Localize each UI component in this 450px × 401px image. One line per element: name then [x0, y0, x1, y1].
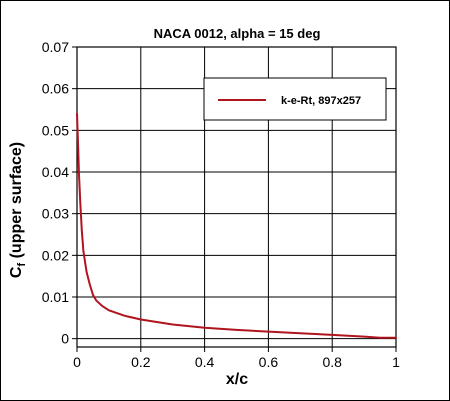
- x-tick-label: 0.6: [259, 354, 279, 370]
- y-axis-label: Cf (upper surface): [8, 142, 28, 278]
- tick-labels: 0 0.2 0.4 0.6 0.8 1 0 0.01 0.02 0.03 0.04 0.05 0.06 0…: [42, 39, 400, 370]
- y-tick-label: 0.04: [42, 164, 69, 180]
- x-tick-label: 0: [73, 354, 81, 370]
- ticks: [72, 46, 397, 352]
- y-axis-label-sub: f: [16, 263, 28, 267]
- x-tick-label: 0.8: [322, 354, 342, 370]
- y-tick-label: 0.06: [42, 81, 69, 97]
- legend-label: k-e-Rt, 897x257: [281, 95, 361, 107]
- y-tick-label: 0: [61, 331, 69, 347]
- plot-area: [76, 46, 397, 348]
- y-axis-label-rest: (upper surface): [8, 142, 25, 263]
- y-tick-label: 0.05: [42, 122, 69, 138]
- legend: k-e-Rt, 897x257: [203, 77, 387, 121]
- series-line: [76, 112, 397, 339]
- y-tick-label: 0.01: [42, 289, 69, 305]
- x-tick-label: 1: [392, 354, 400, 370]
- x-tick-label: 0.2: [131, 354, 151, 370]
- y-tick-label: 0.07: [42, 39, 69, 55]
- y-tick-label: 0.03: [42, 206, 69, 222]
- y-tick-label: 0.02: [42, 247, 69, 263]
- x-axis-label: x/c: [226, 371, 248, 388]
- chart-title: NACA 0012, alpha = 15 deg: [154, 26, 321, 41]
- x-tick-label: 0.4: [195, 354, 215, 370]
- y-axis-label-main: C: [8, 266, 25, 278]
